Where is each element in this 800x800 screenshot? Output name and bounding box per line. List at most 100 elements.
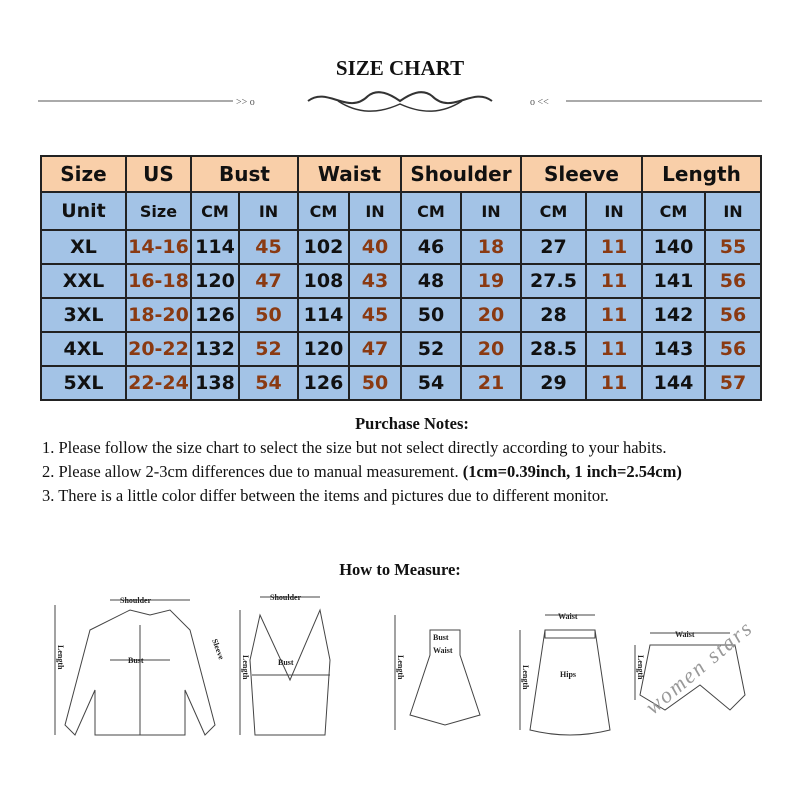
svg-text:o <<: o << [530, 97, 549, 108]
value-cell: 56 [704, 297, 762, 333]
value-cell: 50 [400, 297, 462, 333]
value-cell: 50 [348, 365, 402, 401]
value-cell: 56 [704, 263, 762, 299]
value-cell: 21 [460, 365, 522, 401]
value-cell: 126 [297, 365, 350, 401]
value-cell: 47 [238, 263, 299, 299]
label-bust: Bust [128, 656, 144, 665]
header-cell: US [125, 155, 192, 193]
label-bust: Bust [278, 658, 294, 667]
value-cell: 18 [460, 229, 522, 265]
label-shoulder: Shoulder [270, 593, 302, 602]
table-row: XL 14-16 114 45 102 40 46 18 27 11 140 55 [40, 229, 762, 265]
unit-cell: CM [190, 191, 240, 231]
size-table: Size US Bust Waist Shoulder Sleeve Lengt… [40, 155, 762, 401]
value-cell: 50 [238, 297, 299, 333]
value-cell: 142 [641, 297, 706, 333]
blouse-illustration: Shoulder Bust Length Sleeve [54, 596, 226, 736]
unit-cell: IN [704, 191, 762, 231]
table-row: XXL 16-18 120 47 108 43 48 19 27.5 11 141 56 [40, 263, 762, 299]
label-bust: Bust [433, 633, 449, 642]
label-sleeve: Sleeve [210, 638, 226, 662]
header-cell: Size [40, 155, 127, 193]
value-cell: 20-22 [125, 331, 192, 367]
value-cell: 55 [704, 229, 762, 265]
value-cell: 114 [297, 297, 350, 333]
value-cell: 27 [520, 229, 587, 265]
purchase-notes: Purchase Notes: 1. Please follow the siz… [42, 412, 782, 508]
label-shoulder: Shoulder [120, 596, 152, 605]
note-2-conversion: (1cm=0.39inch, 1 inch=2.54cm) [462, 462, 682, 481]
value-cell: 11 [585, 297, 643, 333]
value-cell: 52 [400, 331, 462, 367]
value-cell: 144 [641, 365, 706, 401]
value-cell: 29 [520, 365, 587, 401]
value-cell: 47 [348, 331, 402, 367]
value-cell: 19 [460, 263, 522, 299]
measurement-illustrations: Shoulder Bust Length Sleeve Shoulder Bus… [54, 593, 746, 736]
shorts-illustration: Waist Length [634, 630, 746, 711]
value-cell: 11 [585, 331, 643, 367]
value-cell: 54 [400, 365, 462, 401]
header-cell: Shoulder [400, 155, 522, 193]
notes-heading: Purchase Notes: [355, 414, 469, 433]
table-row: 3XL 18-20 126 50 114 45 50 20 28 11 142 56 [40, 297, 762, 333]
how-to-measure-heading: How to Measure: [339, 560, 461, 579]
value-cell: 120 [190, 263, 240, 299]
value-cell: 114 [190, 229, 240, 265]
value-cell: 54 [238, 365, 299, 401]
header-cell: Sleeve [520, 155, 643, 193]
unit-row: Unit Size CM IN CM IN CM IN CM IN CM IN [40, 191, 762, 231]
value-cell: 140 [641, 229, 706, 265]
label-length: Length [56, 645, 65, 670]
value-cell: 20 [460, 297, 522, 333]
label-length: Length [396, 655, 405, 680]
value-cell: 48 [400, 263, 462, 299]
value-cell: 40 [348, 229, 402, 265]
value-cell: 11 [585, 365, 643, 401]
value-cell: 11 [585, 263, 643, 299]
label-waist: Waist [433, 646, 453, 655]
value-cell: 108 [297, 263, 350, 299]
value-cell: 20 [460, 331, 522, 367]
skirt-illustration: Waist Hips Length [519, 612, 611, 736]
label-waist: Waist [558, 612, 578, 621]
label-length: Length [521, 665, 530, 690]
header-row: Size US Bust Waist Shoulder Sleeve Lengt… [40, 155, 762, 193]
note-2-text: 2. Please allow 2-3cm differences due to… [42, 462, 459, 481]
ornament-divider: >> o o << [38, 91, 762, 112]
size-cell: XXL [40, 263, 127, 299]
header-cell: Bust [190, 155, 299, 193]
table-row: 4XL 20-22 132 52 120 47 52 20 28.5 11 143 56 [40, 331, 762, 367]
value-cell: 141 [641, 263, 706, 299]
unit-cell: IN [348, 191, 402, 231]
unit-cell: CM [520, 191, 587, 231]
value-cell: 11 [585, 229, 643, 265]
value-cell: 56 [704, 331, 762, 367]
table-row: 5XL 22-24 138 54 126 50 54 21 29 11 144 57 [40, 365, 762, 401]
unit-cell: IN [585, 191, 643, 231]
note-1: 1. Please follow the size chart to selec… [42, 438, 667, 457]
value-cell: 143 [641, 331, 706, 367]
value-cell: 138 [190, 365, 240, 401]
label-length: Length [636, 655, 645, 680]
unit-cell: CM [297, 191, 350, 231]
value-cell: 28.5 [520, 331, 587, 367]
value-cell: 46 [400, 229, 462, 265]
label-waist: Waist [675, 630, 695, 639]
header-cell: Length [641, 155, 762, 193]
label-length: Length [241, 655, 250, 680]
value-cell: 18-20 [125, 297, 192, 333]
value-cell: 28 [520, 297, 587, 333]
label-hips: Hips [560, 670, 576, 679]
value-cell: 45 [238, 229, 299, 265]
note-2: 2. Please allow 2-3cm differences due to… [42, 460, 782, 484]
value-cell: 102 [297, 229, 350, 265]
vest-illustration: Shoulder Bust Length [239, 593, 331, 736]
size-cell: 4XL [40, 331, 127, 367]
value-cell: 14-16 [125, 229, 192, 265]
value-cell: 22-24 [125, 365, 192, 401]
unit-cell: IN [238, 191, 299, 231]
value-cell: 57 [704, 365, 762, 401]
